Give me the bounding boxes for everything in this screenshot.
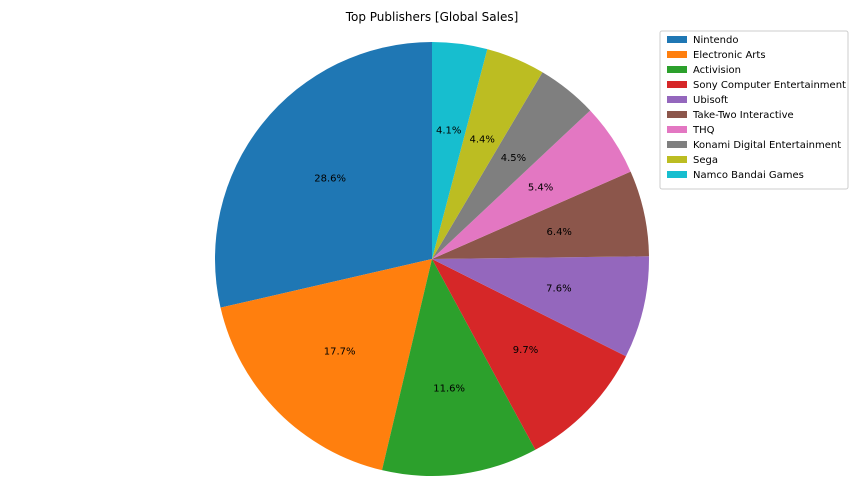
percent-label-ubisoft: 7.6% (546, 284, 571, 295)
legend-label-thq: THQ (692, 125, 715, 136)
percent-label-thq: 5.4% (528, 183, 553, 194)
legend: Nintendo Electronic Arts Activision Sony Co… (659, 30, 849, 190)
legend-label-sony-computer-entertainment: Sony Computer Entertainment (693, 80, 846, 91)
slice-electronic-arts (220, 259, 432, 471)
legend-swatch-sony-computer-entertainment (667, 81, 687, 88)
legend-label-namco-bandai-games: Namco Bandai Games (693, 170, 804, 181)
legend-label-take-two-interactive: Take-Two Interactive (692, 110, 794, 121)
legend-swatch-sega (667, 156, 687, 163)
chart-title: Top Publishers [Global Sales] (345, 10, 519, 24)
percent-label-konami-digital-entertainment: 4.5% (501, 153, 526, 164)
slice-konami-digital-entertainment (432, 72, 591, 259)
percent-label-namco-bandai-games: 4.1% (436, 125, 461, 136)
legend-frame (659, 30, 849, 190)
percent-label-take-two-interactive: 6.4% (547, 227, 572, 238)
legend-label-nintendo: Nintendo (693, 35, 738, 46)
legend-label-sega: Sega (693, 155, 718, 166)
legend-label-ubisoft: Ubisoft (693, 95, 728, 106)
legend-swatch-ubisoft (667, 96, 687, 103)
slice-activision (382, 259, 536, 476)
legend-swatch-take-two-interactive (667, 111, 687, 118)
legend-label-activision: Activision (693, 65, 741, 76)
legend-swatch-electronic-arts (667, 51, 687, 58)
legend-swatch-thq (667, 126, 687, 133)
legend-swatch-namco-bandai-games (667, 171, 687, 178)
legend-label-electronic-arts: Electronic Arts (693, 50, 766, 61)
pie-slices (215, 42, 649, 476)
percent-labels: 28.6% 17.7% 11.6% 9.7% 7.6% 6.4% 5.4% 4.5% 4.4% 4… (314, 125, 572, 394)
slice-namco-bandai-games (432, 42, 488, 259)
legend-swatch-activision (667, 66, 687, 73)
legend-swatch-konami-digital-entertainment (667, 141, 687, 148)
slice-take-two-interactive (432, 171, 649, 259)
slice-ubisoft (432, 256, 649, 357)
legend-swatch-nintendo (667, 36, 687, 43)
percent-label-nintendo: 28.6% (314, 173, 346, 184)
percent-label-activision: 11.6% (433, 384, 465, 395)
slice-sega (432, 49, 543, 259)
percent-label-electronic-arts: 17.7% (324, 346, 356, 357)
percent-label-sony-computer-entertainment: 9.7% (513, 345, 538, 356)
slice-nintendo (215, 42, 432, 308)
slice-thq (432, 110, 631, 259)
legend-label-konami-digital-entertainment: Konami Digital Entertainment (693, 140, 841, 151)
percent-label-sega: 4.4% (469, 134, 494, 145)
slice-sony-computer-entertainment (432, 259, 626, 450)
